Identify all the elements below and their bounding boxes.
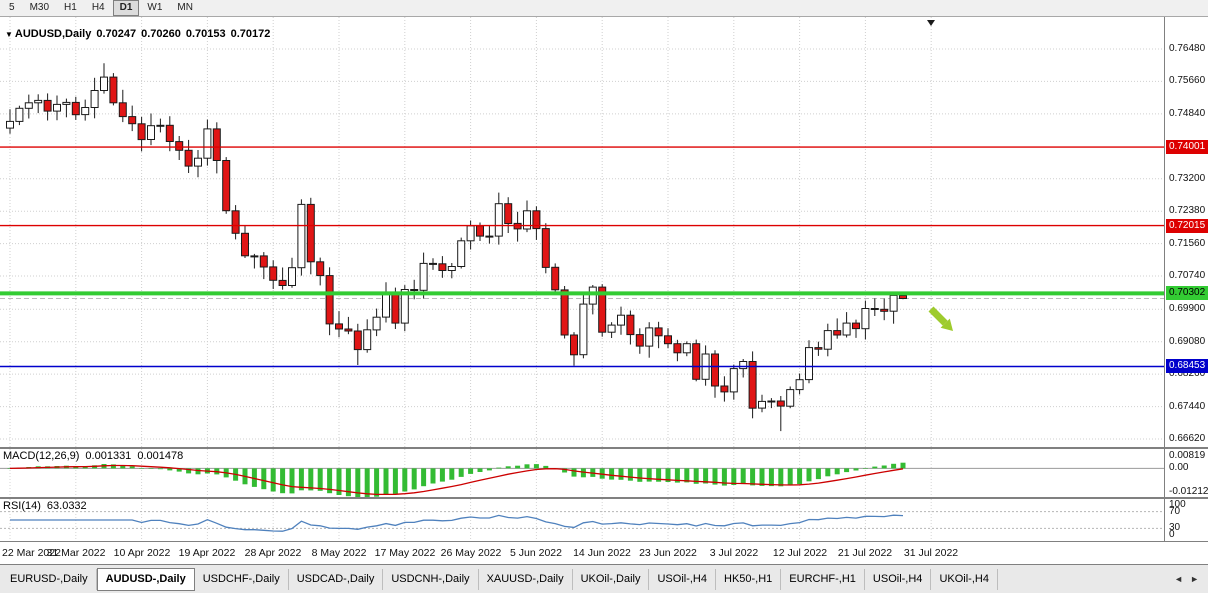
date-tick-label: 31 Jul 2022 bbox=[903, 547, 959, 559]
macd-axis-label: -0.01212 bbox=[1169, 486, 1208, 497]
chart-shift-marker-icon[interactable] bbox=[927, 20, 935, 26]
date-tick-label: 14 Jun 2022 bbox=[573, 547, 631, 559]
chart-tab-eurusd-daily[interactable]: EURUSD-,Daily bbox=[2, 568, 97, 590]
rsi-title: RSI(14) bbox=[3, 500, 41, 512]
rsi-axis-label: 0 bbox=[1169, 529, 1175, 540]
chart-tab-usdcad-daily[interactable]: USDCAD-,Daily bbox=[289, 568, 384, 590]
chart-tab-ukoil-daily[interactable]: UKOil-,Daily bbox=[573, 568, 650, 590]
price-tick-label: 0.68260 bbox=[1169, 368, 1206, 379]
timeframe-button-mn[interactable]: MN bbox=[177, 2, 193, 13]
rsi-canvas[interactable] bbox=[0, 499, 1164, 541]
date-tick-label: 21 Jul 2022 bbox=[837, 547, 893, 559]
price-tick-label: 0.74840 bbox=[1169, 108, 1206, 119]
ohlc-high: 0.70260 bbox=[141, 28, 181, 40]
price-tick-label: 0.72380 bbox=[1169, 205, 1206, 216]
panel-divider[interactable] bbox=[0, 497, 1208, 499]
price-tick-label: 0.71560 bbox=[1169, 238, 1206, 249]
price-level-label: 0.74001 bbox=[1166, 140, 1208, 154]
ohlc-low: 0.70153 bbox=[185, 28, 226, 40]
date-tick-label: 28 Apr 2022 bbox=[244, 547, 302, 559]
price-level-label: 0.70302 bbox=[1166, 286, 1208, 300]
price-level-label: 0.68453 bbox=[1166, 359, 1208, 373]
price-tick-label: 0.73200 bbox=[1169, 173, 1206, 184]
rsi-panel[interactable]: RSI(14) 63.0332 bbox=[0, 499, 1164, 541]
price-tick-label: 0.67440 bbox=[1169, 401, 1206, 412]
chart-tab-hk50-h1[interactable]: HK50-,H1 bbox=[716, 568, 782, 590]
candlestick-chart-canvas[interactable] bbox=[0, 17, 1164, 447]
date-tick-label: 5 Jun 2022 bbox=[510, 547, 562, 559]
price-tick-label: 0.76480 bbox=[1169, 43, 1206, 54]
date-tick-label: 23 Jun 2022 bbox=[639, 547, 697, 559]
timeframe-button-w1[interactable]: W1 bbox=[147, 2, 163, 13]
macd-main-value: 0.001331 bbox=[85, 450, 132, 462]
macd-signal-line bbox=[9, 464, 904, 496]
price-tick-label: 0.70740 bbox=[1169, 270, 1206, 281]
macd-panel[interactable]: MACD(12,26,9) 0.001331 0.001478 bbox=[0, 449, 1164, 497]
date-tick-label: 19 Apr 2022 bbox=[178, 547, 236, 559]
price-tick-label: 0.69900 bbox=[1169, 303, 1206, 314]
rsi-axis-label: 70 bbox=[1169, 506, 1181, 517]
rsi-axis-label: 30 bbox=[1169, 522, 1181, 533]
candlesticks bbox=[6, 63, 907, 432]
rsi-label: RSI(14) 63.0332 bbox=[3, 500, 93, 512]
price-axis[interactable]: 0.76480 0.75660 0.74840 0.73200 0.72380 0.715… bbox=[1164, 17, 1208, 542]
axis-divider bbox=[0, 541, 1208, 542]
time-axis[interactable]: 22 Mar 2022 31 Mar 2022 10 Apr 2022 19 Apr … bbox=[0, 542, 1208, 564]
panel-divider[interactable] bbox=[0, 447, 1208, 449]
timeframe-toolbar: 5 M30 H1 H4 D1 W1 MN bbox=[0, 0, 1208, 17]
chart-tab-usoil-h4[interactable]: USOil-,H4 bbox=[865, 568, 932, 590]
chart-tabs-bar: EURUSD-,Daily AUDUSD-,Daily USDCHF-,Daily U… bbox=[0, 564, 1208, 593]
chart-tab-eurchf-h1[interactable]: EURCHF-,H1 bbox=[781, 568, 865, 590]
price-tick-label: 0.66620 bbox=[1169, 433, 1206, 444]
tabs-scroll-right-icon[interactable]: ► bbox=[1190, 574, 1199, 584]
date-tick-label: 22 Mar 2022 bbox=[2, 547, 61, 559]
date-tick-label: 3 Jul 2022 bbox=[709, 547, 759, 559]
timeframe-button-h1[interactable]: H1 bbox=[64, 2, 77, 13]
timeframe-button-d1[interactable]: D1 bbox=[112, 0, 140, 16]
date-tick-label: 12 Jul 2022 bbox=[772, 547, 828, 559]
chart-tab-xauusd-daily[interactable]: XAUUSD-,Daily bbox=[479, 568, 573, 590]
macd-label: MACD(12,26,9) 0.001331 0.001478 bbox=[3, 450, 189, 462]
timeframe-button-h4[interactable]: H4 bbox=[91, 2, 105, 13]
chart-tab-usdcnh-daily[interactable]: USDCNH-,Daily bbox=[383, 568, 479, 590]
macd-axis-label: 0.00819 bbox=[1169, 450, 1206, 461]
grid bbox=[0, 17, 1164, 447]
chart-title: ▼ AUDUSD,Daily 0.70247 0.70260 0.70153 0.7017… bbox=[5, 28, 275, 40]
timeframe-button-5[interactable]: 5 bbox=[9, 2, 15, 13]
date-tick-label: 8 May 2022 bbox=[311, 547, 367, 559]
rsi-value: 63.0332 bbox=[46, 500, 87, 512]
macd-canvas[interactable] bbox=[0, 449, 1164, 497]
date-tick-label: 17 May 2022 bbox=[374, 547, 436, 559]
macd-signal-value: 0.001478 bbox=[137, 450, 184, 462]
symbol-dropdown-icon[interactable]: ▼ bbox=[5, 30, 13, 39]
tab-scroll-buttons: ◄ ► bbox=[1174, 574, 1208, 584]
main-chart-panel[interactable]: ▼ AUDUSD,Daily 0.70247 0.70260 0.70153 0.7017… bbox=[0, 17, 1164, 447]
macd-histogram bbox=[7, 462, 906, 497]
date-tick-label: 10 Apr 2022 bbox=[113, 547, 171, 559]
price-tick-label: 0.75660 bbox=[1169, 75, 1206, 86]
chart-symbol-period: AUDUSD,Daily bbox=[14, 28, 92, 40]
timeframe-button-m30[interactable]: M30 bbox=[29, 2, 50, 13]
chart-tab-audusd-daily[interactable]: AUDUSD-,Daily bbox=[96, 567, 195, 591]
price-level-label: 0.72015 bbox=[1166, 219, 1208, 233]
tabs-scroll-left-icon[interactable]: ◄ bbox=[1174, 574, 1184, 584]
chart-tab-ukoil-h4[interactable]: UKOil-,H4 bbox=[931, 568, 998, 590]
rsi-axis-label: 100 bbox=[1169, 499, 1186, 510]
macd-title: MACD(12,26,9) bbox=[3, 450, 80, 462]
rsi-line bbox=[10, 514, 904, 532]
chart-tab-usoil-h4[interactable]: USOil-,H4 bbox=[649, 568, 716, 590]
ohlc-close: 0.70172 bbox=[230, 28, 271, 40]
price-tick-label: 0.69080 bbox=[1169, 336, 1206, 347]
ohlc-open: 0.70247 bbox=[96, 28, 137, 40]
trend-arrow-annotation[interactable] bbox=[928, 306, 953, 331]
chart-tab-usdchf-daily[interactable]: USDCHF-,Daily bbox=[195, 568, 289, 590]
date-tick-label: 31 Mar 2022 bbox=[46, 547, 106, 559]
date-tick-label: 26 May 2022 bbox=[440, 547, 502, 559]
macd-axis-label: 0.00 bbox=[1169, 462, 1189, 473]
